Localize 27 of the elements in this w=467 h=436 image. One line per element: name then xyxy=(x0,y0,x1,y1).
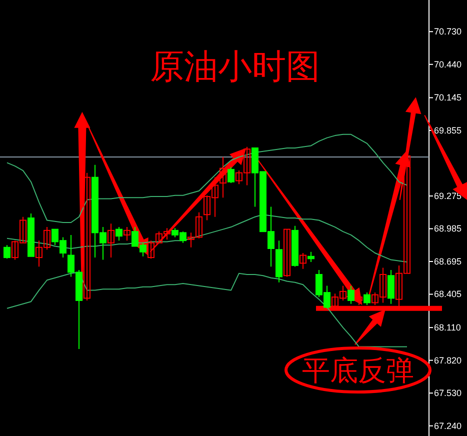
candlestick xyxy=(84,172,90,301)
y-tick-label: 67.240 xyxy=(434,420,462,431)
candlestick xyxy=(388,269,394,304)
candlestick xyxy=(116,226,122,242)
y-tick-label: 68.110 xyxy=(434,322,461,333)
y-tick-label: 68.695 xyxy=(434,256,462,266)
candlestick xyxy=(124,226,130,242)
y-tick-label: 70.440 xyxy=(434,59,462,70)
candlestick xyxy=(4,244,10,260)
y-tick-label: 70.730 xyxy=(434,26,462,37)
candlestick xyxy=(284,228,290,278)
annotation: 平底反弹 xyxy=(302,354,414,387)
y-tick-label: 68.985 xyxy=(434,224,462,234)
y-tick-label: 67.530 xyxy=(434,388,462,398)
y-tick-label: 70.145 xyxy=(434,92,462,103)
y-tick-label: 69.855 xyxy=(434,125,462,136)
text: 原油小时图 xyxy=(150,47,320,87)
candlestick xyxy=(348,285,354,304)
candlestick xyxy=(228,166,234,184)
y-tick-label: 68.405 xyxy=(434,289,462,300)
y-tick-label: 69.275 xyxy=(434,190,462,201)
candlestick xyxy=(364,292,370,306)
y-tick-label: 67.820 xyxy=(434,355,462,366)
candlestick xyxy=(108,223,114,258)
candlestick xyxy=(220,156,226,198)
candlestick xyxy=(308,251,314,263)
candlestick xyxy=(300,252,306,270)
